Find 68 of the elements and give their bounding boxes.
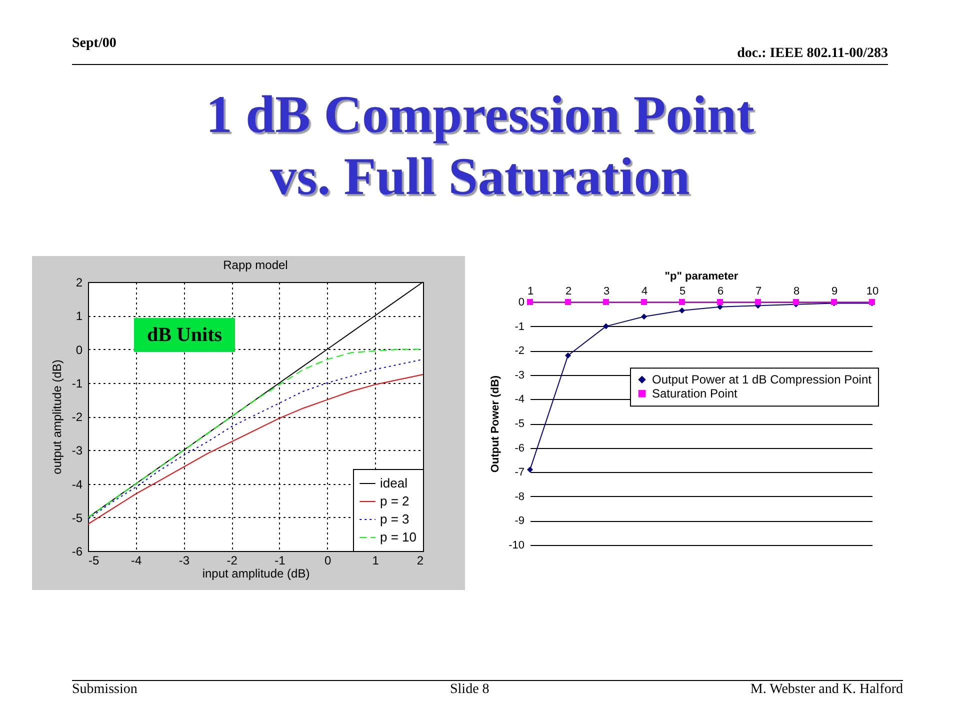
y-axis-title: Output Power (dB) bbox=[490, 375, 502, 473]
y-tick-label: -7 bbox=[514, 466, 524, 479]
y-tick-label: 1 bbox=[76, 309, 83, 324]
text: 1 dB Compression Point vs. Full Saturation bbox=[204, 85, 756, 208]
x-tick-label: 5 bbox=[679, 286, 686, 298]
legend-label: p = 2 bbox=[380, 494, 410, 508]
text: doc.: IEEE 802.11-00/283 bbox=[737, 46, 888, 62]
point bbox=[527, 466, 533, 473]
x-tick-label: -1 bbox=[274, 554, 286, 568]
y-tick-label: -4 bbox=[514, 394, 524, 406]
y-tick-label: -1 bbox=[514, 320, 524, 333]
legend-label: ideal bbox=[380, 476, 408, 490]
x-tick-label: 4 bbox=[641, 286, 648, 298]
x-tick-label: -4 bbox=[131, 554, 142, 568]
y-tick-label: 0 bbox=[518, 296, 524, 308]
text: Submission bbox=[72, 682, 138, 698]
y-tick-label: -6 bbox=[72, 544, 83, 558]
point bbox=[565, 352, 571, 358]
annotation: dB Units bbox=[134, 318, 235, 352]
point bbox=[527, 299, 533, 305]
point bbox=[603, 323, 609, 330]
x-tick-label: 0 bbox=[324, 554, 332, 568]
y-axis-title: output amplitude (dB) bbox=[50, 360, 64, 474]
y-tick-label: -5 bbox=[72, 510, 83, 525]
y-tick-label: -6 bbox=[514, 442, 524, 454]
y-tick-label: -3 bbox=[514, 369, 524, 382]
x-tick-label: 7 bbox=[755, 286, 762, 298]
point bbox=[603, 299, 609, 305]
x-axis-title: input amplitude (dB) bbox=[202, 566, 310, 580]
y-tick-label: -5 bbox=[514, 418, 524, 430]
y-tick-label: -1 bbox=[72, 376, 83, 390]
x-tick-label: 3 bbox=[603, 286, 610, 298]
text: M. Webster and K. Halford bbox=[750, 682, 903, 698]
y-tick-label: -9 bbox=[514, 515, 524, 528]
y-tick-label: -8 bbox=[514, 490, 524, 503]
x-tick-label: -3 bbox=[178, 554, 190, 568]
x-tick-label: 8 bbox=[793, 286, 800, 298]
point bbox=[679, 308, 685, 314]
legend-label: p = 3 bbox=[380, 512, 410, 526]
x-tick-label: 9 bbox=[831, 286, 838, 298]
x-tick-label: -2 bbox=[226, 554, 238, 568]
legend-label: Output Power at 1 dB Compression Point bbox=[652, 372, 872, 387]
point bbox=[679, 299, 685, 305]
x-tick-label: 6 bbox=[717, 286, 724, 298]
point bbox=[641, 314, 647, 320]
y-tick-label: -2 bbox=[514, 345, 524, 358]
text: Sept/00 bbox=[72, 36, 116, 52]
y-tick-label: -2 bbox=[72, 410, 83, 424]
point bbox=[793, 299, 799, 305]
point bbox=[755, 299, 761, 305]
y-tick-label: -3 bbox=[72, 444, 83, 458]
y-tick-label: -4 bbox=[72, 477, 83, 492]
x-axis-title: "p" parameter bbox=[664, 270, 739, 282]
x-tick-label: 10 bbox=[866, 286, 879, 298]
x-tick-label: 2 bbox=[416, 554, 424, 568]
legend-label: Saturation Point bbox=[652, 386, 738, 401]
legend-label: p = 10 bbox=[380, 530, 417, 544]
y-tick-label: 0 bbox=[76, 342, 83, 357]
point bbox=[565, 299, 571, 305]
x-tick-label: -5 bbox=[88, 554, 100, 568]
x-tick-label: 1 bbox=[372, 554, 380, 568]
point bbox=[717, 299, 723, 305]
chart-title: Rapp model bbox=[223, 258, 288, 272]
text: Slide 8 bbox=[450, 682, 490, 698]
point bbox=[641, 299, 647, 305]
x-tick-label: 2 bbox=[565, 286, 572, 298]
y-tick-label: -10 bbox=[508, 540, 524, 552]
x-tick-label: 1 bbox=[527, 286, 534, 298]
